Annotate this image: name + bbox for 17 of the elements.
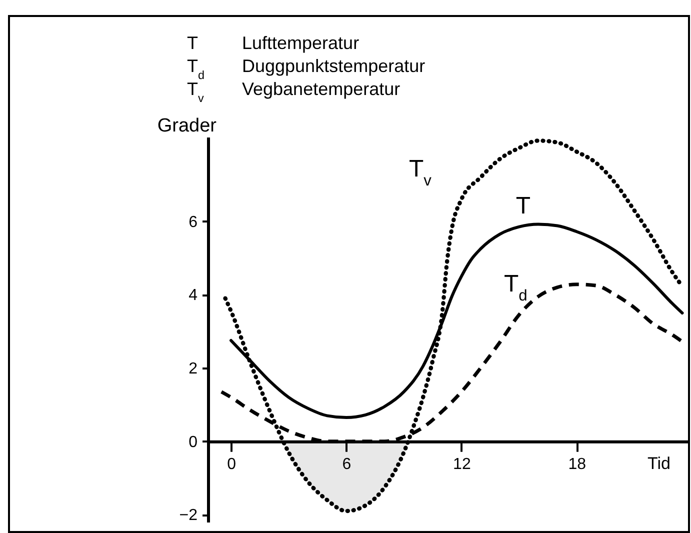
text: T$_{v}$ Vegbanetemperatur: [187, 79, 400, 104]
x-tick-label: 6: [342, 456, 352, 473]
y-tick-label: 2: [188, 360, 198, 378]
y-tick-label: 6: [188, 214, 198, 231]
y-tick-label: 0: [188, 434, 198, 451]
series-label: T: [516, 192, 531, 220]
text: T Lufttemperatur: [187, 33, 360, 53]
x-axis-title: Tid: [648, 454, 670, 473]
series-label: T$_{v}$: [409, 156, 432, 190]
y-axis-title: Grader: [157, 116, 218, 136]
series-label: T$_{d}$: [504, 270, 528, 304]
x-tick-label: 12: [453, 456, 471, 473]
text: T$_{d}$ Duggpunktstemperatur: [187, 56, 426, 82]
y-tick-label: −2: [179, 507, 198, 524]
y-tick-label: 4: [188, 287, 198, 304]
x-tick-label: 0: [227, 456, 236, 473]
x-tick-label: 18: [568, 456, 586, 473]
